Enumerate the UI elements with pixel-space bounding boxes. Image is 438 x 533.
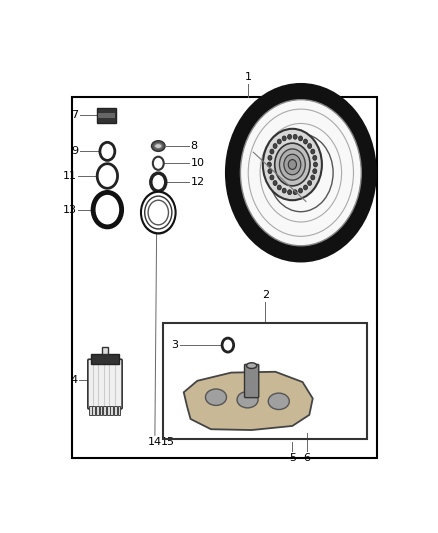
Circle shape bbox=[314, 162, 318, 167]
Circle shape bbox=[268, 169, 272, 174]
Circle shape bbox=[293, 190, 297, 195]
Circle shape bbox=[311, 175, 315, 180]
Text: 8: 8 bbox=[191, 141, 198, 151]
Polygon shape bbox=[184, 372, 313, 430]
Bar bbox=[92, 406, 95, 415]
Circle shape bbox=[304, 185, 307, 190]
Text: 12: 12 bbox=[191, 177, 205, 187]
Circle shape bbox=[311, 149, 315, 154]
Circle shape bbox=[284, 154, 301, 175]
Text: 14: 14 bbox=[148, 438, 162, 447]
Circle shape bbox=[268, 155, 272, 160]
Circle shape bbox=[299, 188, 303, 193]
Circle shape bbox=[267, 162, 271, 167]
Text: 4: 4 bbox=[71, 375, 78, 385]
Bar bbox=[72, 97, 377, 458]
Text: 3: 3 bbox=[172, 340, 179, 350]
Circle shape bbox=[287, 190, 292, 195]
FancyBboxPatch shape bbox=[88, 359, 122, 409]
Circle shape bbox=[240, 100, 361, 246]
Circle shape bbox=[273, 143, 277, 149]
Circle shape bbox=[263, 129, 322, 200]
Bar bbox=[98, 113, 115, 118]
Text: 7: 7 bbox=[71, 110, 78, 120]
Circle shape bbox=[148, 200, 169, 225]
Text: 2: 2 bbox=[261, 290, 269, 300]
Circle shape bbox=[282, 136, 286, 141]
Text: 1: 1 bbox=[245, 72, 252, 83]
Text: 10: 10 bbox=[191, 158, 205, 168]
Ellipse shape bbox=[155, 143, 162, 149]
Circle shape bbox=[307, 181, 312, 185]
Text: 13: 13 bbox=[63, 205, 77, 215]
Bar bbox=[97, 108, 116, 123]
Circle shape bbox=[288, 159, 297, 169]
Text: 11: 11 bbox=[63, 171, 77, 181]
Bar bbox=[103, 406, 106, 415]
Circle shape bbox=[273, 181, 277, 185]
Text: 9: 9 bbox=[71, 147, 78, 156]
Ellipse shape bbox=[152, 141, 165, 151]
FancyBboxPatch shape bbox=[244, 365, 259, 398]
Circle shape bbox=[282, 188, 286, 193]
Circle shape bbox=[293, 134, 297, 139]
Circle shape bbox=[275, 143, 310, 186]
Bar bbox=[107, 406, 110, 415]
Circle shape bbox=[270, 175, 274, 180]
Bar bbox=[99, 406, 102, 415]
Circle shape bbox=[299, 136, 303, 141]
Text: 5: 5 bbox=[289, 453, 296, 463]
Circle shape bbox=[142, 193, 175, 232]
Circle shape bbox=[313, 155, 317, 160]
Circle shape bbox=[287, 134, 292, 139]
Bar bbox=[91, 353, 120, 364]
Ellipse shape bbox=[205, 389, 226, 406]
Text: 15: 15 bbox=[161, 438, 175, 447]
Circle shape bbox=[277, 185, 281, 190]
Circle shape bbox=[277, 139, 281, 144]
Circle shape bbox=[145, 196, 172, 229]
Bar bbox=[163, 322, 367, 440]
Bar bbox=[117, 406, 120, 415]
Circle shape bbox=[279, 149, 305, 180]
Bar bbox=[102, 347, 108, 353]
Bar bbox=[96, 406, 99, 415]
Ellipse shape bbox=[268, 393, 290, 409]
Circle shape bbox=[307, 143, 312, 149]
Circle shape bbox=[141, 191, 176, 234]
Circle shape bbox=[313, 169, 317, 174]
Ellipse shape bbox=[247, 363, 257, 368]
Bar bbox=[114, 406, 117, 415]
Circle shape bbox=[304, 139, 307, 144]
Bar bbox=[89, 406, 92, 415]
Ellipse shape bbox=[237, 391, 258, 408]
Circle shape bbox=[270, 149, 274, 154]
Text: 6: 6 bbox=[304, 453, 311, 463]
Bar bbox=[110, 406, 113, 415]
